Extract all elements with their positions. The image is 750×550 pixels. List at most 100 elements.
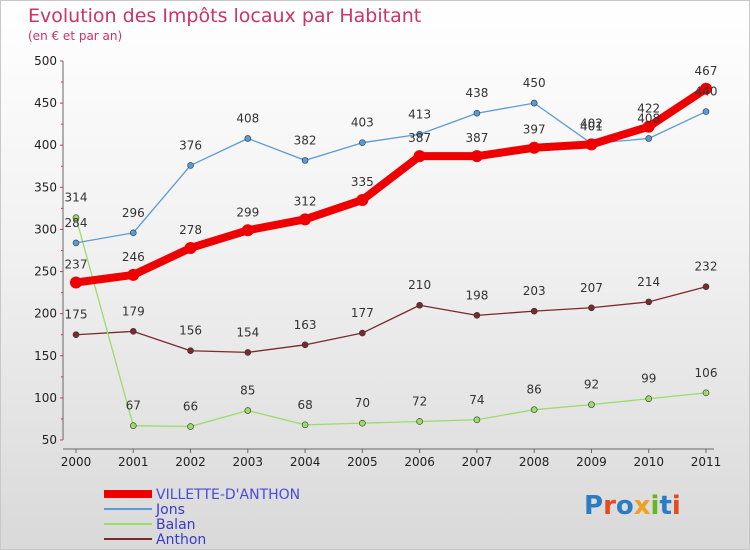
data-point [530,99,538,107]
y-tick-label: 250 [34,265,57,279]
data-point [241,224,254,237]
data-label: 408 [637,111,660,125]
data-label: 403 [351,116,374,130]
data-point [359,139,366,146]
x-tick-label: 2009 [576,455,607,469]
data-label: 422 [637,102,660,116]
data-label: 312 [294,194,317,208]
legend-label: Balan [156,517,196,533]
data-point [356,193,369,206]
x-tick-label: 2007 [462,455,493,469]
data-label: 70 [355,396,370,410]
y-tick-label: 150 [34,349,57,363]
data-point [416,130,423,138]
data-label: 335 [351,175,374,189]
logo-letter: r [603,491,616,521]
data-point [72,239,80,247]
data-label: 382 [294,133,317,147]
series-line-3 [75,286,707,354]
data-label: 284 [65,216,88,230]
data-label: 154 [236,325,259,339]
data-point [642,120,655,133]
data-point [530,406,538,413]
data-point [244,135,252,142]
data-label: 85 [240,384,255,398]
data-label: 232 [695,260,718,274]
logo-letter: x [633,491,651,521]
legend-label: VILLETTE-D'ANTHON [156,487,300,503]
data-label: 397 [523,123,546,137]
data-point [187,347,194,355]
data-point [184,241,197,254]
data-label: 175 [65,308,88,322]
data-label: 237 [65,258,88,272]
data-label: 68 [297,398,312,412]
data-point [473,416,481,424]
data-point [299,213,312,226]
legend-label: Anthon [156,532,206,548]
data-point [416,418,423,425]
x-tick-label: 2001 [118,455,149,469]
y-tick-label: 300 [34,222,57,236]
data-label: 401 [580,119,603,133]
x-tick-label: 2005 [347,455,378,469]
series-line-1 [75,102,707,244]
data-label: 387 [465,131,488,145]
data-label: 92 [584,378,599,392]
x-tick-label: 2003 [233,455,264,469]
data-label: 299 [236,205,259,219]
data-label: 203 [523,284,546,298]
series-line-0 [72,84,710,287]
y-tick-label: 500 [34,54,57,68]
data-label: 438 [465,86,488,100]
data-point [702,108,710,115]
data-label: 246 [122,250,145,264]
data-point [244,407,252,414]
data-label: 198 [465,288,488,302]
logo-letter: P [584,491,604,521]
data-point [129,422,137,429]
series-line-2 [75,217,707,428]
data-point [187,423,194,430]
data-point [70,276,82,289]
data-point [359,329,366,337]
data-point [301,421,309,429]
data-point [645,135,653,142]
x-tick-label: 2011 [691,455,722,469]
data-point [244,349,252,356]
y-tick-label: 200 [34,307,57,321]
x-tick-label: 2010 [633,455,664,469]
data-point [301,341,309,349]
data-point [473,312,481,319]
data-label: 86 [527,383,542,397]
logo-letter: t [659,491,672,521]
data-point [470,150,483,163]
data-point [129,328,137,335]
data-point [473,109,481,117]
x-tick-label: 2000 [61,455,92,469]
data-point [645,298,653,306]
logo-letter: i [650,491,660,521]
proxiti-logo: Proxiti [584,491,681,521]
chart-title: Evolution des Impôts locaux par Habitant [28,5,422,27]
y-tick-label: 400 [34,138,57,152]
logo-letter: o [615,491,634,521]
data-label: 296 [122,206,145,220]
logo-letter: i [671,491,681,521]
data-point [700,82,712,95]
x-tick-label: 2008 [519,455,550,469]
x-tick-label: 2006 [404,455,435,469]
data-point [301,157,309,164]
data-point [645,395,653,403]
data-label: 214 [637,275,660,289]
data-point [416,301,423,309]
data-point [127,268,140,281]
y-tick-label: 100 [34,391,57,405]
legend-label: Jons [155,502,185,518]
data-label: 177 [351,306,374,320]
data-point [359,419,366,427]
y-tick-label: 50 [42,433,57,447]
data-label: 440 [695,85,718,99]
data-point [413,150,426,163]
